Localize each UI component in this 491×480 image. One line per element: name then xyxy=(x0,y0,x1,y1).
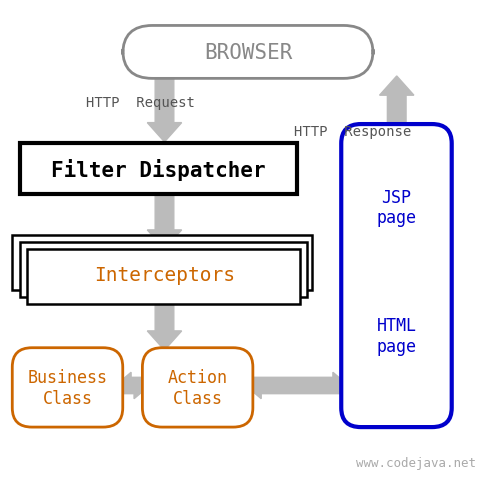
FancyArrow shape xyxy=(147,305,182,350)
FancyArrow shape xyxy=(120,372,145,391)
Text: HTML
page: HTML page xyxy=(377,316,416,355)
Text: Filter Dispatcher: Filter Dispatcher xyxy=(51,158,266,180)
Text: BROWSER: BROWSER xyxy=(204,43,292,63)
Text: JSP
page: JSP page xyxy=(377,188,416,227)
FancyArrow shape xyxy=(120,381,145,399)
FancyBboxPatch shape xyxy=(12,235,312,290)
Text: www.codejava.net: www.codejava.net xyxy=(356,456,476,469)
FancyArrow shape xyxy=(250,381,344,399)
FancyArrow shape xyxy=(147,77,182,143)
FancyBboxPatch shape xyxy=(27,250,300,305)
FancyBboxPatch shape xyxy=(123,26,373,79)
FancyBboxPatch shape xyxy=(341,125,452,427)
FancyBboxPatch shape xyxy=(20,242,307,298)
FancyBboxPatch shape xyxy=(12,348,123,427)
Text: Interceptors: Interceptors xyxy=(94,265,235,284)
Text: Action
Class: Action Class xyxy=(167,368,228,407)
Text: HTTP  Request: HTTP Request xyxy=(86,96,195,110)
FancyArrow shape xyxy=(380,77,414,127)
FancyBboxPatch shape xyxy=(142,348,253,427)
Text: HTTP  Response: HTTP Response xyxy=(294,125,411,139)
Text: Business
Class: Business Class xyxy=(27,368,108,407)
FancyArrow shape xyxy=(250,372,344,391)
FancyBboxPatch shape xyxy=(20,144,297,194)
FancyArrow shape xyxy=(147,194,182,250)
